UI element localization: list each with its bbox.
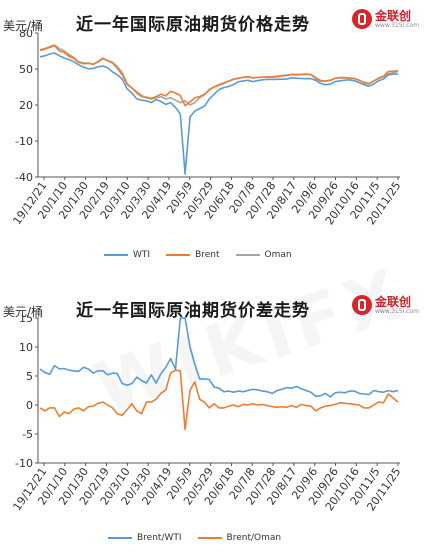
legend-item: Brent/WTI bbox=[108, 533, 182, 543]
legend-label: Brent/Oman bbox=[226, 533, 282, 543]
legend-swatch bbox=[104, 254, 128, 256]
series-line-oman bbox=[39, 44, 399, 106]
y-tick-label: -10 bbox=[15, 135, 33, 148]
price-chart-plot: -40-1020508019/12/2120/1/1020/1/3020/2/1… bbox=[10, 30, 403, 227]
brand-name: 金联创 bbox=[375, 8, 412, 23]
y-tick-label: 5 bbox=[26, 370, 33, 383]
brand-logo-icon bbox=[352, 295, 372, 315]
brand-name: 金联创 bbox=[375, 294, 412, 309]
legend-swatch bbox=[197, 537, 222, 539]
price-chart-legend: WTI Brent Oman bbox=[104, 250, 308, 260]
brand-logo: 金联创 www.315i.com bbox=[352, 9, 419, 29]
legend-label: WTI bbox=[133, 250, 151, 260]
series-line-wti bbox=[39, 52, 399, 175]
brand-url: www.315i.com bbox=[375, 307, 419, 315]
legend-item: Brent bbox=[166, 250, 220, 260]
chart-title: 近一年国际原油期货价格走势 bbox=[76, 15, 310, 35]
y-tick-label: -10 bbox=[15, 457, 33, 470]
legend-swatch bbox=[108, 537, 132, 539]
y-tick-label: 15 bbox=[19, 315, 33, 325]
legend-label: Brent/WTI bbox=[137, 533, 182, 543]
y-unit-label: 美元/桶 bbox=[3, 19, 44, 33]
brand-logo-icon bbox=[352, 9, 372, 29]
series-line-brent bbox=[39, 44, 399, 107]
chart-title: 近一年国际原油期货价差走势 bbox=[76, 301, 310, 321]
legend-item: WTI bbox=[104, 250, 150, 260]
y-tick-label: 10 bbox=[19, 341, 33, 354]
spread-chart-plot: -10-505101519/12/2120/1/1020/1/3020/2/19… bbox=[10, 315, 403, 513]
brand-logo: 金联创 www.315i.com bbox=[352, 295, 419, 315]
legend-swatch bbox=[235, 254, 260, 256]
y-tick-label: 20 bbox=[19, 99, 33, 112]
legend-item: Oman bbox=[235, 250, 292, 260]
y-unit-label: 美元/桶 bbox=[3, 305, 44, 319]
series-line-brent-oman bbox=[39, 369, 399, 431]
spread-chart: 美元/桶 近一年国际原油期货价差走势 金联创 www.315i.com -10 -… bbox=[0, 285, 436, 558]
legend-item: Brent/Oman bbox=[197, 533, 282, 543]
legend-label: Oman bbox=[264, 250, 292, 260]
price-chart: 美元/桶 近一年国际原油期货价格走势 金联创 www.315i.com -40 -… bbox=[0, 0, 436, 275]
legend-label: Brent bbox=[195, 250, 220, 260]
spread-chart-legend: Brent/WTI Brent/Oman bbox=[108, 533, 297, 543]
y-tick-label: 0 bbox=[26, 399, 33, 412]
brand-url: www.315i.com bbox=[375, 21, 419, 29]
y-tick-label: 80 bbox=[19, 30, 33, 40]
y-tick-label: -40 bbox=[15, 171, 33, 184]
series-line-brent-wti bbox=[39, 317, 399, 398]
y-tick-label: 50 bbox=[19, 63, 33, 76]
legend-swatch bbox=[166, 254, 191, 256]
y-tick-label: -5 bbox=[22, 428, 33, 441]
